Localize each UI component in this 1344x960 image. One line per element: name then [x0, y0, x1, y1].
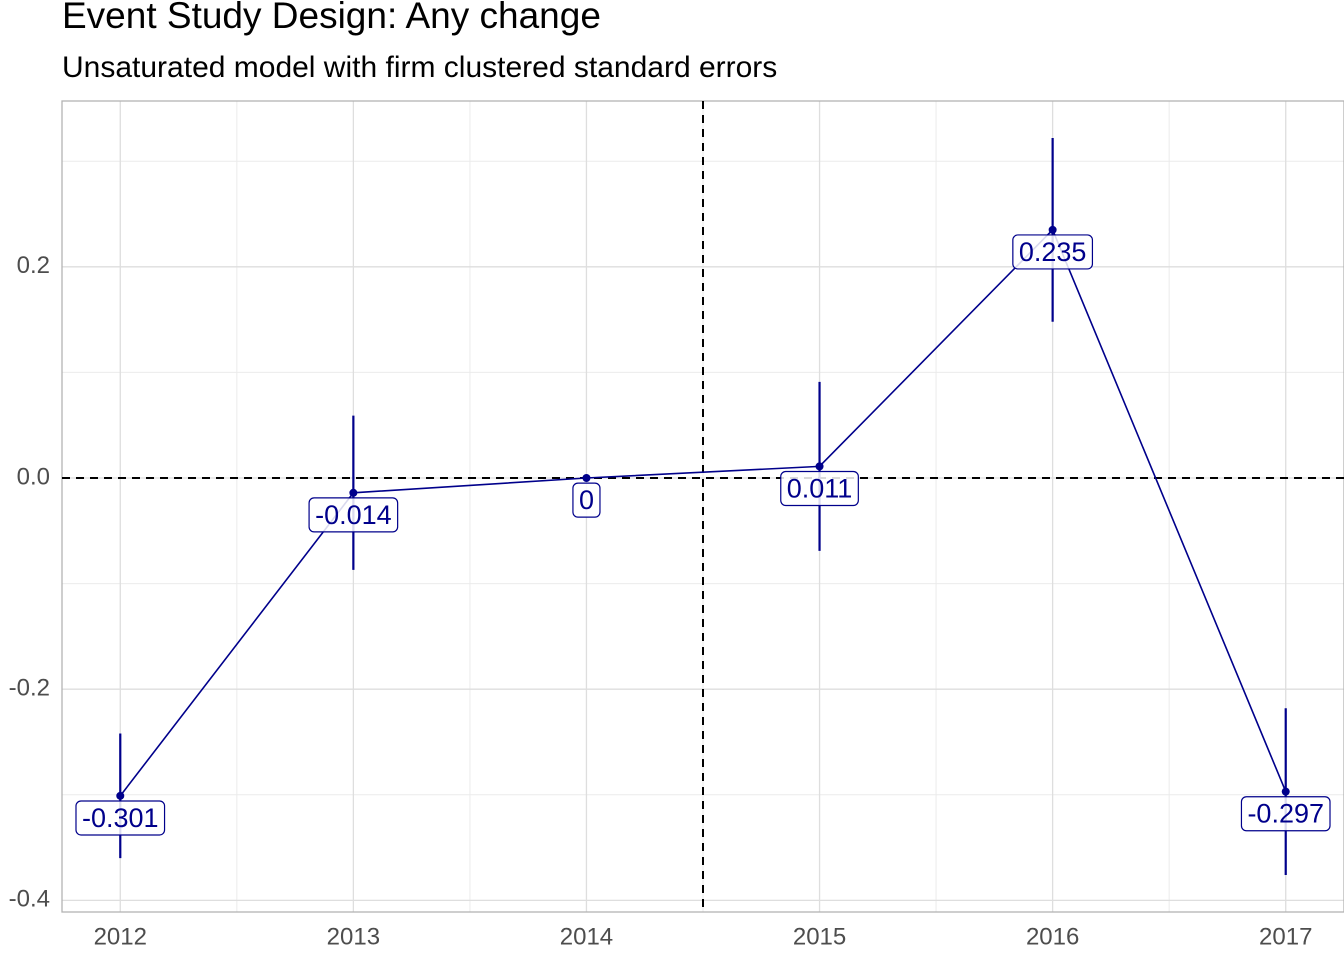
- y-tick-label: -0.4: [9, 886, 50, 913]
- point: [349, 488, 358, 497]
- y-tick-label: 0.0: [17, 463, 50, 490]
- data-label: 0.011: [787, 473, 853, 503]
- x-tick-label: 2012: [94, 923, 147, 950]
- data-label-box: [780, 470, 859, 507]
- point: [1048, 225, 1057, 234]
- point: [582, 473, 591, 482]
- data-label: -0.014: [315, 500, 392, 530]
- x-tick-label: 2015: [793, 923, 846, 950]
- chart-title: Event Study Design: Any change: [62, 0, 601, 36]
- line: [119, 228, 1287, 797]
- data-label: 0.235: [1019, 237, 1087, 267]
- y-tick-label: -0.2: [9, 675, 50, 702]
- data-label-box: [1240, 796, 1331, 832]
- data-label-box: [75, 800, 166, 836]
- data-label-box: [308, 497, 399, 533]
- data-label-box: [572, 482, 601, 518]
- x-tick-label: 2016: [1026, 923, 1079, 950]
- x-tick-label: 2017: [1259, 923, 1312, 950]
- data-label: -0.301: [82, 803, 159, 833]
- point: [116, 791, 125, 800]
- data-label: 0: [579, 485, 594, 515]
- data-label: -0.297: [1247, 799, 1324, 829]
- y-tick-label: 0.2: [17, 252, 50, 279]
- x-tick-label: 2013: [327, 923, 380, 950]
- point: [815, 462, 824, 471]
- x-tick-label: 2014: [560, 923, 613, 950]
- data-label-box: [1012, 234, 1094, 270]
- point: [1281, 787, 1290, 796]
- chart-subtitle: Unsaturated model with firm clustered st…: [62, 51, 777, 84]
